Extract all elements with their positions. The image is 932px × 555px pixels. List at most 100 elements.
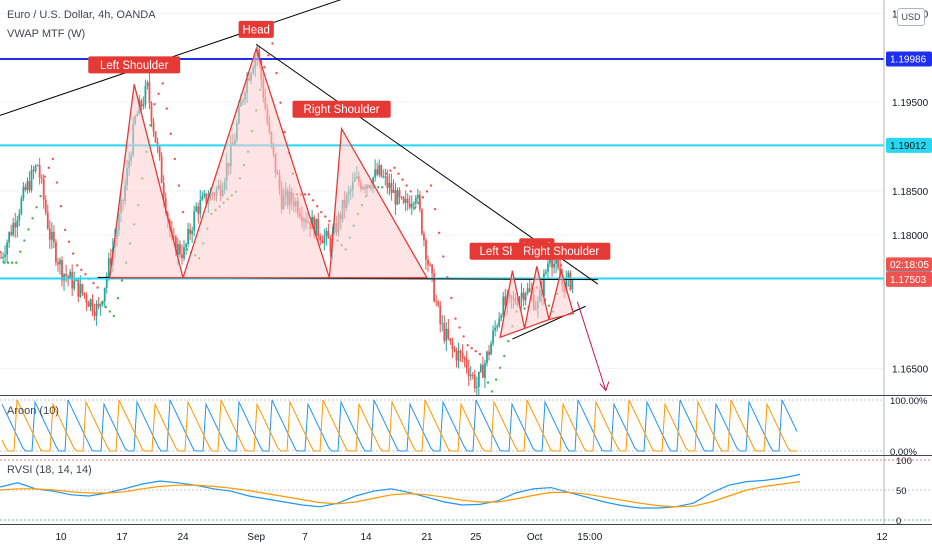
vwap-dot (503, 354, 506, 358)
candle-body (0, 257, 2, 259)
candle-body (87, 302, 90, 307)
vwap-dot (157, 92, 160, 95)
projection-arrow-head (599, 381, 610, 392)
vwap-dot (177, 184, 181, 187)
candle-body (435, 301, 438, 303)
rvsi-main-line (0, 473, 801, 509)
candle-body (551, 260, 553, 268)
vwap-dot (478, 352, 482, 356)
candle-body (48, 228, 51, 240)
rvsi-indicator-label[interactable]: RVSI (18, 14, 14) (7, 464, 92, 476)
vwap-dot (307, 193, 311, 196)
candle-body (469, 374, 472, 377)
vwap-dot (507, 339, 510, 343)
currency-button[interactable]: USD (897, 8, 925, 26)
candle-body (197, 206, 200, 214)
vwap-dot (328, 219, 331, 223)
candle-body (6, 242, 9, 255)
candle-body (146, 82, 149, 86)
candle-body (325, 230, 328, 237)
vwap-dot (486, 381, 490, 384)
candle-body (445, 328, 448, 341)
vwap-dot (59, 205, 63, 208)
candle-body (67, 276, 70, 278)
candle-body (20, 198, 23, 214)
vwap-dot (320, 210, 323, 214)
candle-body (494, 327, 497, 331)
candle-body (543, 273, 545, 297)
vwap-dot (458, 326, 461, 329)
candle-body (32, 170, 35, 172)
candle-body (406, 198, 409, 204)
candle-body (193, 211, 196, 231)
candle-body (388, 182, 391, 188)
candle-body (547, 263, 549, 272)
candle-body (81, 284, 84, 294)
vwap-dot (6, 261, 10, 264)
candle-body (10, 232, 13, 235)
candle-body (500, 315, 503, 319)
vwap-dot (279, 101, 282, 104)
vwap-dot (108, 310, 112, 313)
pattern-label-bg (512, 242, 611, 260)
candle-body (105, 276, 108, 288)
candle-body (8, 232, 11, 243)
vwap-dot (100, 301, 103, 304)
candle-body (158, 146, 161, 157)
symbol-title[interactable]: Euro / U.S. Dollar, 4h, OANDA (7, 9, 156, 21)
candle-body (528, 288, 531, 292)
candle-body (38, 165, 41, 178)
candle-body (160, 156, 163, 183)
time-tick-label: 15:00 (577, 532, 602, 543)
pattern-label: Left Shoulder (100, 60, 169, 72)
vwap-dot (55, 181, 59, 184)
price-tick-label: 1.16500 (892, 364, 929, 375)
candle-body (565, 277, 568, 292)
vwap-dot (96, 286, 99, 289)
time-tick-label: Oct (527, 532, 543, 543)
vwap-dot (413, 206, 416, 210)
vwap-dot (169, 132, 172, 135)
price-level-label: 1.19012 (890, 141, 927, 152)
vwap-dot (275, 71, 278, 75)
vwap-dot (560, 264, 563, 267)
vwap-dot (165, 107, 168, 110)
candle-body (36, 165, 39, 167)
vwap-dot (2, 261, 6, 264)
vwap-dot (381, 186, 384, 189)
pattern-label: Right Shoulder (523, 246, 599, 258)
vwap-dot (442, 255, 445, 258)
candle-body (382, 176, 385, 178)
candle-body (183, 247, 185, 259)
candle-body (75, 279, 78, 281)
price-level-label: 1.17503 (890, 275, 927, 286)
candle-body (89, 299, 92, 307)
countdown-label: 02:18:05 (890, 260, 929, 271)
aroon-indicator-label[interactable]: Aroon (10) (7, 405, 59, 417)
candle-body (40, 177, 43, 179)
time-tick-label: 10 (55, 532, 67, 543)
candle-body (414, 198, 417, 204)
price-tick-label: 1.19500 (892, 98, 929, 109)
candle-body (12, 222, 15, 235)
candle-body (394, 189, 397, 205)
vwap-dot (63, 228, 67, 232)
vwap-dot (19, 250, 22, 253)
candle-body (396, 190, 399, 205)
candle-body (4, 254, 6, 257)
pattern-label-bg (88, 56, 181, 74)
candle-body (441, 323, 444, 325)
candle-body (477, 371, 480, 387)
candle-body (24, 186, 27, 190)
candle-body (431, 264, 433, 274)
vwap-indicator-label[interactable]: VWAP MTF (W) (7, 28, 86, 40)
price-level-badge (886, 137, 932, 153)
candle-body (317, 218, 320, 237)
candle-body (374, 169, 377, 178)
vwap-dot (120, 279, 124, 282)
candle-body (179, 244, 181, 255)
candle-body (455, 350, 458, 361)
vwap-dot (433, 207, 437, 211)
